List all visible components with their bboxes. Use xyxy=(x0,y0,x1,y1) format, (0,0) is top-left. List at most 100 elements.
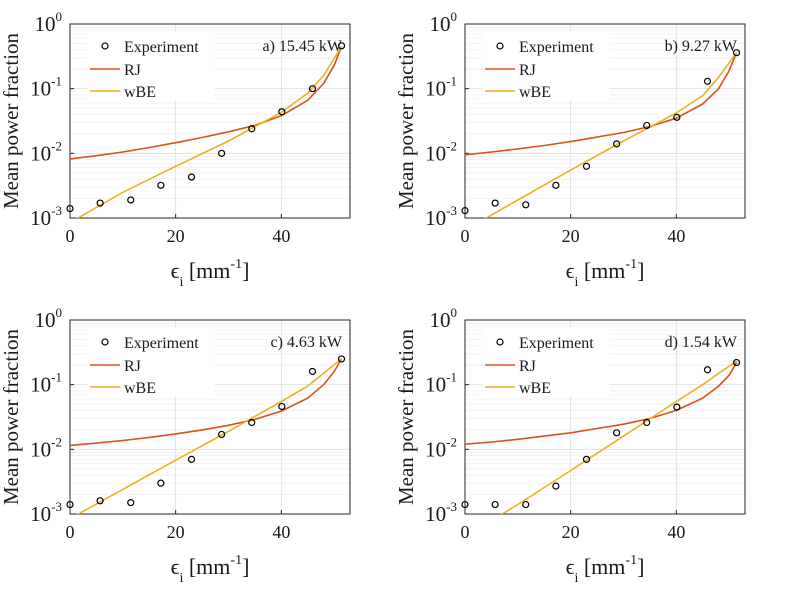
data-point-experiment xyxy=(96,497,104,505)
y-tick-label: 10-2 xyxy=(30,434,62,461)
x-tick-label: 20 xyxy=(562,226,580,246)
y-tick-label-exp: 0 xyxy=(451,9,458,24)
panel-annotation: b) 9.27 kW xyxy=(665,38,738,55)
y-tick-label-exp: 0 xyxy=(451,305,458,320)
x-tick-label: 0 xyxy=(461,226,470,246)
legend-label: RJ xyxy=(519,358,536,375)
y-tick-label-exp: -2 xyxy=(51,434,62,449)
series-line-wbe xyxy=(76,358,343,514)
legend-label: wBE xyxy=(519,380,551,397)
data-point-experiment xyxy=(613,429,621,437)
data-point-experiment xyxy=(157,181,165,189)
data-point-experiment xyxy=(673,113,681,121)
plot-series xyxy=(70,358,343,514)
y-tick-label-base: 10 xyxy=(35,12,56,36)
x-axis-label: ϵi [mm-1] xyxy=(566,257,645,290)
x-tick-label: 20 xyxy=(167,226,185,246)
data-point-experiment xyxy=(337,42,346,50)
data-point-experiment xyxy=(552,181,560,189)
legend-label: wBE xyxy=(124,380,156,397)
x-axis-label: ϵi [mm-1] xyxy=(171,553,250,586)
x-axis-label-unit: [mm xyxy=(578,554,625,579)
legend-marker-experiment xyxy=(101,42,109,50)
x-axis-label-unit-exp: -1 xyxy=(625,553,637,568)
x-axis-label: ϵi [mm-1] xyxy=(566,553,645,586)
x-axis-label-symbol: ϵ xyxy=(566,258,575,283)
legend-marker-experiment xyxy=(496,338,504,346)
data-point-experiment xyxy=(308,85,317,93)
series-line-rj xyxy=(70,358,343,447)
panel-annotation: a) 15.45 kW xyxy=(262,38,342,55)
y-tick-label-base: 10 xyxy=(30,502,51,526)
y-tick-label: 10-3 xyxy=(30,499,62,526)
y-tick-label-exp: -3 xyxy=(446,203,457,218)
y-axis-label: Mean power fraction xyxy=(394,32,418,209)
y-tick-label: 10-2 xyxy=(30,138,62,165)
data-point-experiment xyxy=(552,482,560,490)
x-axis-label-subscript: i xyxy=(574,275,578,290)
data-point-experiment xyxy=(461,500,469,509)
axes-frame xyxy=(69,319,351,515)
y-tick-label-base: 10 xyxy=(425,206,446,230)
y-tick-label: 10-3 xyxy=(425,499,457,526)
data-point-experiment xyxy=(66,500,74,509)
y-tick-label-exp: 0 xyxy=(56,9,63,24)
x-tick-label: 40 xyxy=(272,226,290,246)
data-point-experiment xyxy=(278,108,286,116)
x-axis-label-symbol: ϵ xyxy=(566,554,575,579)
axes-frame xyxy=(464,23,746,219)
y-axis-label: Mean power fraction xyxy=(0,328,23,505)
y-tick-label: 10-1 xyxy=(425,370,457,397)
y-tick-label: 10-3 xyxy=(30,203,62,230)
y-tick-label-base: 10 xyxy=(425,141,446,165)
data-point-experiment xyxy=(673,403,681,411)
data-point-experiment xyxy=(218,430,226,439)
axes-frame xyxy=(464,319,746,515)
legend-marker-experiment xyxy=(496,42,504,50)
legend: Experiment RJ wBE xyxy=(482,327,610,397)
data-point-experiment xyxy=(461,207,469,215)
y-axis-label: Mean power fraction xyxy=(394,328,418,505)
series-line-rj xyxy=(465,362,738,445)
legend-label: Experiment xyxy=(124,335,199,352)
y-tick-label-base: 10 xyxy=(425,373,446,397)
data-point-experiment xyxy=(582,162,591,170)
x-axis-label-unit: [mm xyxy=(183,554,230,579)
y-tick-label-base: 10 xyxy=(30,77,51,101)
x-tick-label: 0 xyxy=(66,226,75,246)
x-axis-label-unit-close: ] xyxy=(242,258,249,283)
y-tick-label-exp: -3 xyxy=(51,499,62,514)
y-axis-label: Mean power fraction xyxy=(0,32,23,209)
x-axis-label-subscript: i xyxy=(179,275,183,290)
y-tick-label-base: 10 xyxy=(30,206,51,230)
x-axis-label: ϵi [mm-1] xyxy=(171,257,250,290)
y-tick-label-base: 10 xyxy=(430,308,451,332)
y-tick-label-exp: -1 xyxy=(51,74,62,89)
data-point-experiment xyxy=(66,204,74,213)
x-axis-label-unit: [mm xyxy=(578,258,625,283)
x-axis-label-symbol: ϵ xyxy=(171,258,180,283)
y-tick-label-base: 10 xyxy=(425,502,446,526)
y-tick-label-base: 10 xyxy=(425,77,446,101)
y-tick-label-exp: -2 xyxy=(51,138,62,153)
data-point-experiment xyxy=(732,49,741,57)
series-line-rj xyxy=(465,52,738,156)
x-axis-label-unit-close: ] xyxy=(637,258,644,283)
legend-label: wBE xyxy=(519,84,551,101)
data-point-experiment xyxy=(187,455,196,463)
data-point-experiment xyxy=(522,500,530,509)
data-point-experiment xyxy=(732,358,741,367)
y-tick-label-base: 10 xyxy=(35,308,56,332)
axes-frame xyxy=(69,23,351,219)
x-tick-label: 0 xyxy=(66,522,75,542)
data-point-experiment xyxy=(218,149,226,157)
x-tick-label: 40 xyxy=(667,522,685,542)
x-tick-label: 0 xyxy=(461,522,470,542)
data-point-experiment xyxy=(157,479,165,487)
data-point-experiment xyxy=(308,367,317,376)
data-point-experiment xyxy=(522,201,530,209)
x-axis-label-symbol: ϵ xyxy=(171,554,180,579)
data-point-experiment xyxy=(337,355,346,363)
